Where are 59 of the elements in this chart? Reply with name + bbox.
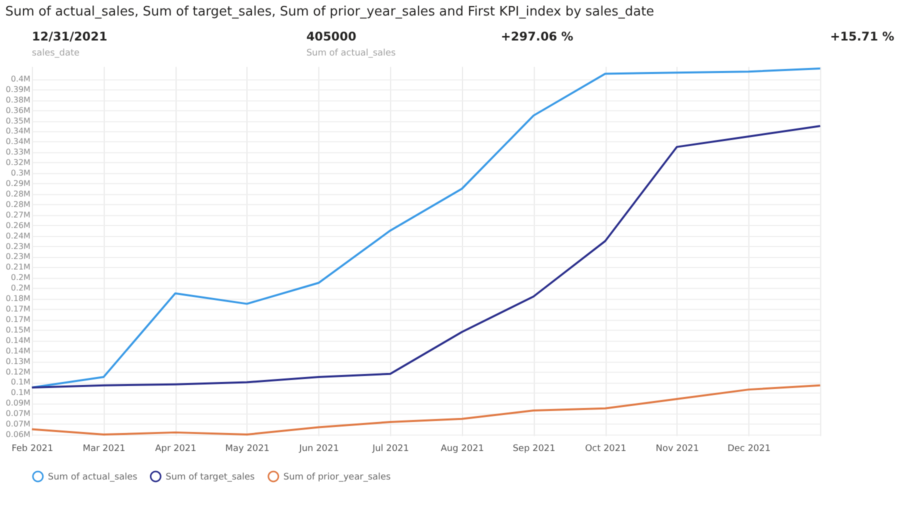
y-tick-label: 0.24M [6, 231, 31, 240]
y-tick-label: 0.14M [6, 336, 31, 345]
y-tick-label: 0.12M [6, 367, 31, 376]
x-tick-label: Apr 2021 [155, 444, 196, 454]
y-tick-label: 0.33M [6, 148, 31, 157]
y-tick-label: 0.32M [6, 158, 31, 168]
text: sales_date [32, 48, 80, 58]
legend-label: Sum of prior_year_sales [283, 472, 392, 482]
line-series [30, 384, 822, 436]
legend-label: Sum of target_sales [166, 472, 256, 482]
y-tick-label: 0.14M [6, 346, 31, 356]
x-tick-label: May 2021 [225, 444, 270, 454]
x-tick-label: Jun 2021 [298, 444, 339, 454]
y-tick-label: 0.34M [6, 126, 31, 136]
y-tick-label: 0.35M [6, 116, 31, 126]
x-tick-label: Aug 2021 [440, 444, 484, 454]
y-tick-label: 0.17M [6, 314, 31, 324]
text: +15.71 % [830, 29, 894, 44]
chart-title: Sum of actual_sales, Sum of target_sales, Sum of prior_year_sales and First KPI_index by sales_date [5, 4, 654, 20]
y-tick-label: 0.28M [6, 200, 31, 209]
y-tick-label: 0.34M [6, 137, 31, 146]
y-tick-label: 0.4M [10, 74, 31, 84]
y-tick-label: 0.09M [6, 398, 31, 408]
x-tick-label: Oct 2021 [585, 444, 626, 454]
y-tick-label: 0.17M [6, 304, 31, 314]
y-tick-label: 0.29M [6, 179, 31, 188]
y-tick-label: 0.26M [6, 220, 31, 230]
x-tick-label: Nov 2021 [656, 444, 699, 454]
y-tick-label: 0.28M [6, 189, 31, 198]
x-tick-label: Feb 2021 [12, 444, 54, 454]
x-tick-label: Jul 2021 [371, 444, 409, 454]
line-series [30, 67, 822, 388]
y-tick-label: 0.18M [6, 294, 31, 304]
y-tick-label: 0.36M [6, 106, 31, 115]
y-tick-label: 0.2M [10, 273, 31, 282]
line-series [30, 125, 822, 388]
y-tick-label: 0.07M [6, 420, 31, 429]
x-tick-label: Mar 2021 [82, 444, 126, 454]
text: 405000 [306, 29, 356, 44]
y-tick-label: 0.38M [6, 95, 31, 104]
x-tick-label: Sep 2021 [512, 444, 556, 454]
y-tick-label: 0.06M [6, 430, 31, 440]
text: 12/31/2021 [32, 29, 108, 44]
y-tick-label: 0.15M [6, 325, 31, 334]
y-tick-label: 0.07M [6, 409, 31, 418]
y-tick-label: 0.21M [6, 262, 31, 272]
y-tick-label: 0.27M [6, 210, 31, 220]
y-tick-label: 0.23M [6, 242, 31, 251]
text: +297.06 % [500, 29, 574, 44]
y-tick-label: 0.1M [10, 378, 31, 387]
text: Sum of actual_sales [306, 48, 396, 58]
y-tick-label: 0.23M [6, 252, 31, 262]
x-tick-label: Dec 2021 [728, 444, 771, 454]
y-tick-label: 0.3M [10, 168, 31, 178]
legend-label: Sum of actual_sales [48, 472, 138, 482]
y-tick-label: 0.2M [10, 284, 31, 293]
y-tick-label: 0.1M [10, 388, 31, 398]
y-tick-label: 0.39M [6, 84, 31, 94]
y-tick-label: 0.13M [6, 356, 31, 366]
